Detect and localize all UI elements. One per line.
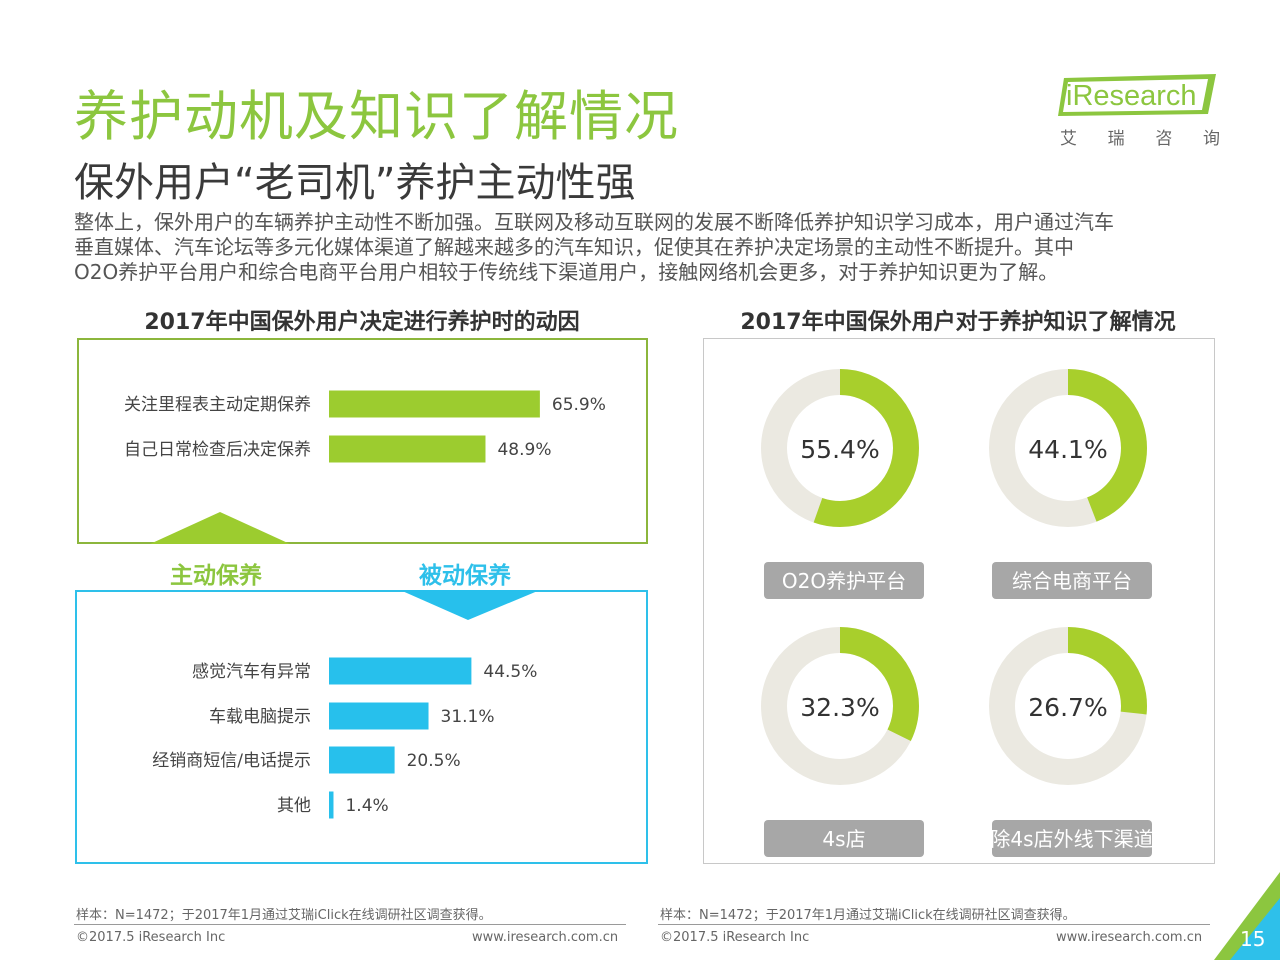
donut-layer: 55.4% O2O养护平台 44.1% 综合电商平台 32.3% 4s店 26.7% 除4s店… [761, 369, 1154, 857]
bar [329, 791, 334, 819]
bar-value-label: 65.9% [552, 395, 606, 415]
left-copyright: ©2017.5 iResearch Inc [76, 930, 226, 945]
donut-panel [703, 338, 1215, 864]
logo-wordmark: iResearch [1058, 74, 1216, 116]
bar [329, 390, 540, 418]
bar-value-label: 1.4% [345, 796, 388, 816]
bar-layer: 关注里程表主动定期保养 65.9% 自己日常检查后决定保养 48.9% 感觉汽车有异常 4… [124, 390, 606, 819]
donut-segment [761, 627, 919, 785]
passive-arrow [400, 590, 540, 620]
bar [329, 657, 472, 685]
donut-category-label: 除4s店外线下渠道 [990, 827, 1153, 851]
bar-value-label: 31.1% [441, 707, 495, 727]
intro-line: O2O养护平台用户和综合电商平台用户相较于传统线下渠道用户，接触网络机会更多，对… [74, 260, 1059, 284]
right-footer-divider [658, 924, 1210, 925]
logo-text: iResearch [1066, 80, 1197, 112]
right-website: www.iresearch.com.cn [1056, 930, 1203, 945]
bar-chart-title: 2017年中国保外用户决定进行养护时的动因 [144, 310, 580, 335]
bar-value-label: 20.5% [407, 751, 461, 771]
logo-char: 瑞 [1107, 129, 1125, 149]
logo-chinese: 艾 瑞 咨 询 [1060, 124, 1220, 149]
corner-decoration [1214, 872, 1280, 960]
right-sample-note: 样本：N=1472；于2017年1月通过艾瑞iClick在线调研社区调查获得。 [660, 908, 1076, 923]
bar [329, 702, 429, 730]
active-group-label: 主动保养 [170, 563, 262, 589]
page-number: 15 [1240, 927, 1266, 951]
donut-category-tag [764, 562, 924, 599]
donut-chart-title: 2017年中国保外用户对于养护知识了解情况 [740, 310, 1176, 335]
bar-category-label: 自己日常检查后决定保养 [124, 440, 311, 460]
donut-value-label: 55.4% [800, 435, 879, 464]
bar-category-label: 经销商短信/电话提示 [152, 751, 311, 771]
logo-char: 咨 [1155, 129, 1173, 149]
left-website: www.iresearch.com.cn [472, 930, 619, 945]
intro-paragraph: 整体上，保外用户的车辆养护主动性不断加强。互联网及移动互联网的发展不断降低养护知… [74, 210, 1204, 285]
left-sample-note: 样本：N=1472；于2017年1月通过艾瑞iClick在线调研社区调查获得。 [76, 908, 492, 923]
donut-value-label: 32.3% [800, 693, 879, 722]
intro-line: 整体上，保外用户的车辆养护主动性不断加强。互联网及移动互联网的发展不断降低养护知… [74, 210, 1114, 234]
donut-category-label: 综合电商平台 [1012, 569, 1132, 593]
iresearch-logo: iResearch 艾 瑞 咨 询 [1056, 68, 1220, 149]
bar-category-label: 其他 [277, 796, 311, 816]
donut-category-label: 4s店 [822, 827, 865, 851]
bar-value-label: 44.5% [483, 662, 537, 682]
donut-category-tag [992, 820, 1152, 857]
donut-category-tag [992, 562, 1152, 599]
bar-category-label: 感觉汽车有异常 [192, 662, 311, 682]
logo-char: 询 [1202, 129, 1220, 149]
bar-category-label: 关注里程表主动定期保养 [124, 395, 311, 415]
intro-line: 垂直媒体、汽车论坛等多元化媒体渠道了解越来越多的汽车知识，促使其在养护决定场景的… [74, 235, 1074, 259]
bar-value-label: 48.9% [497, 440, 551, 460]
active-maintenance-panel [77, 338, 648, 544]
donut-segment [761, 369, 919, 527]
active-arrow [150, 512, 290, 544]
page-subtitle: 保外用户“老司机”养护主动性强 [74, 160, 636, 206]
bar-category-label: 车载电脑提示 [209, 707, 311, 727]
donut-value-label: 44.1% [1028, 435, 1107, 464]
passive-maintenance-panel [75, 590, 648, 864]
logo-char: 艾 [1060, 129, 1077, 149]
right-copyright: ©2017.5 iResearch Inc [660, 930, 810, 945]
left-footer-divider [74, 924, 626, 925]
page-title: 养护动机及知识了解情况 [74, 85, 679, 148]
donut-segment [989, 369, 1147, 527]
passive-group-label: 被动保养 [419, 563, 511, 589]
donut-category-label: O2O养护平台 [782, 569, 906, 593]
bar [329, 746, 395, 774]
bar [329, 435, 486, 463]
donut-value-label: 26.7% [1028, 693, 1107, 722]
donut-segment [989, 627, 1147, 785]
donut-category-tag [764, 820, 924, 857]
